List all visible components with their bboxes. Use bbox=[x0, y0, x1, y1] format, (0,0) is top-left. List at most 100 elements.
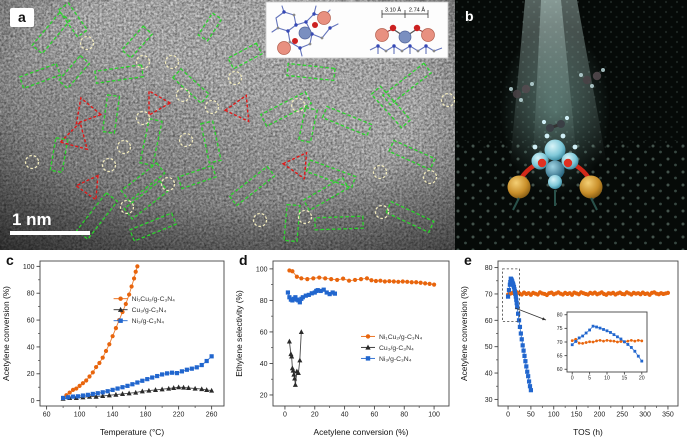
marked-trimer-site bbox=[223, 94, 250, 123]
o-atom bbox=[389, 24, 397, 32]
panel-b-3d-render: b bbox=[455, 0, 687, 250]
o-atom bbox=[413, 24, 421, 32]
marked-dimer-site bbox=[388, 139, 436, 171]
marked-single-atom-site bbox=[175, 87, 191, 103]
svg-text:Ni₃/g-C₃N₄: Ni₃/g-C₃N₄ bbox=[379, 356, 412, 363]
svg-text:Cu₃/g-C₃N₄: Cu₃/g-C₃N₄ bbox=[132, 307, 167, 314]
marked-dimer-site bbox=[200, 120, 222, 164]
svg-text:20: 20 bbox=[311, 412, 319, 419]
chart-e-inset: 0 5 10 15 20 60 65 70 75 80 bbox=[550, 306, 658, 396]
svg-text:30: 30 bbox=[485, 397, 493, 404]
svg-text:Cu₃/g-C₃N₄: Cu₃/g-C₃N₄ bbox=[379, 345, 414, 352]
panel-a-stem-image: 1 nm bbox=[0, 0, 455, 250]
cu-sphere bbox=[507, 175, 531, 199]
marked-trimer-site bbox=[74, 174, 99, 201]
marked-single-atom-site bbox=[178, 132, 194, 148]
marked-single-atom-site bbox=[372, 164, 388, 180]
stem-micrograph: 1 nm bbox=[0, 0, 455, 250]
marked-dimer-site bbox=[314, 215, 364, 231]
svg-text:250: 250 bbox=[616, 412, 628, 419]
distance-label-right: 2.74 Å bbox=[409, 7, 425, 14]
marked-dimer-site bbox=[370, 85, 412, 129]
svg-text:65: 65 bbox=[557, 353, 563, 359]
chart-panel-e: 0 50 100 150 200 250 300 350 30 40 50 60 70 80 TOS (h)… bbox=[458, 252, 687, 440]
dimension-lines bbox=[381, 10, 429, 18]
catalyst-cluster bbox=[507, 115, 603, 211]
marked-dimer-site bbox=[31, 11, 71, 55]
inset-side-view-model: 3.10 Å 2.74 Å bbox=[369, 7, 443, 54]
svg-text:200: 200 bbox=[594, 412, 606, 419]
o-atom bbox=[537, 158, 547, 168]
svg-text:40: 40 bbox=[485, 370, 493, 377]
panel-label-b: b bbox=[465, 8, 474, 24]
catalyst-3d-scene bbox=[455, 0, 687, 250]
svg-text:TOS (h): TOS (h) bbox=[573, 427, 603, 437]
marked-single-atom-site bbox=[116, 139, 132, 155]
marked-single-atom-site bbox=[79, 35, 95, 51]
svg-text:150: 150 bbox=[571, 412, 583, 419]
marked-single-atom-site bbox=[440, 92, 455, 108]
cu-atom bbox=[277, 41, 291, 55]
o-atom bbox=[563, 158, 573, 168]
svg-text:60: 60 bbox=[371, 412, 379, 419]
marked-dimer-site bbox=[120, 25, 154, 59]
svg-text:60: 60 bbox=[485, 318, 493, 325]
marked-dimer-site bbox=[305, 159, 357, 189]
charts-row: 60 100 140 180 220 260 0 20 40 60 80 100 Temperature… bbox=[0, 252, 687, 440]
svg-text:100: 100 bbox=[428, 412, 440, 419]
svg-text:20: 20 bbox=[260, 392, 268, 399]
marked-dimer-site bbox=[259, 90, 313, 128]
svg-text:80: 80 bbox=[485, 265, 493, 272]
svg-text:60: 60 bbox=[260, 329, 268, 336]
svg-text:0: 0 bbox=[31, 398, 35, 405]
chart-c-acetylene-vs-temperature: 60 100 140 180 220 260 0 20 40 60 80 100 Temperature… bbox=[1, 260, 225, 437]
svg-text:180: 180 bbox=[140, 412, 152, 419]
marked-dimer-site bbox=[177, 164, 217, 190]
zoom-region-box bbox=[502, 268, 520, 323]
svg-text:75: 75 bbox=[557, 326, 563, 332]
marked-single-atom-site bbox=[297, 209, 313, 225]
o-atom bbox=[292, 38, 298, 44]
acetylene-molecule bbox=[579, 68, 605, 88]
svg-text:Ni₁Cu₂/g-C₃N₄: Ni₁Cu₂/g-C₃N₄ bbox=[132, 296, 176, 303]
svg-text:140: 140 bbox=[107, 412, 119, 419]
svg-text:50: 50 bbox=[485, 344, 493, 351]
svg-text:80: 80 bbox=[557, 313, 563, 319]
panel-label-c: c bbox=[6, 252, 14, 268]
chart-d-plot: 0 20 40 60 80 100 20 40 60 80 100 Acetylene convers… bbox=[234, 260, 450, 437]
svg-text:40: 40 bbox=[341, 412, 349, 419]
svg-text:Ni₃/g-C₃N₄: Ni₃/g-C₃N₄ bbox=[132, 318, 165, 325]
marked-single-atom-site bbox=[422, 169, 438, 185]
svg-text:20: 20 bbox=[27, 371, 35, 378]
svg-text:50: 50 bbox=[527, 412, 535, 419]
svg-text:70: 70 bbox=[485, 291, 493, 298]
cu-atom bbox=[317, 11, 331, 25]
marked-dimer-site bbox=[94, 64, 144, 84]
chart-d-selectivity-vs-conversion: 0 20 40 60 80 100 20 40 60 80 100 Acetylene convers… bbox=[234, 260, 450, 437]
svg-text:350: 350 bbox=[662, 412, 674, 419]
marked-dimer-site bbox=[57, 54, 91, 90]
marked-single-atom-site bbox=[101, 157, 117, 173]
cu-atom bbox=[421, 28, 435, 42]
cu-sphere bbox=[579, 175, 603, 199]
marked-dimer-site bbox=[123, 180, 169, 220]
marked-single-atom-site bbox=[135, 54, 151, 70]
marked-single-atom-site bbox=[119, 199, 135, 215]
svg-text:100: 100 bbox=[74, 412, 86, 419]
svg-text:20: 20 bbox=[639, 376, 645, 382]
marked-single-atom-site bbox=[252, 212, 268, 228]
stem-annotations bbox=[18, 2, 455, 243]
glow bbox=[500, 25, 610, 195]
svg-text:Acetylene conversion (%): Acetylene conversion (%) bbox=[1, 286, 11, 381]
marked-dimer-site bbox=[139, 117, 163, 167]
svg-text:70: 70 bbox=[557, 340, 563, 346]
chart-c-plot: 60 100 140 180 220 260 0 20 40 60 80 100 Temperature… bbox=[1, 260, 225, 437]
o-atom bbox=[312, 22, 318, 28]
marked-single-atom-site bbox=[227, 70, 243, 86]
svg-text:80: 80 bbox=[27, 291, 35, 298]
marked-dimer-site bbox=[49, 136, 69, 174]
svg-text:60: 60 bbox=[557, 367, 563, 373]
svg-text:0: 0 bbox=[283, 412, 287, 419]
svg-text:300: 300 bbox=[639, 412, 651, 419]
